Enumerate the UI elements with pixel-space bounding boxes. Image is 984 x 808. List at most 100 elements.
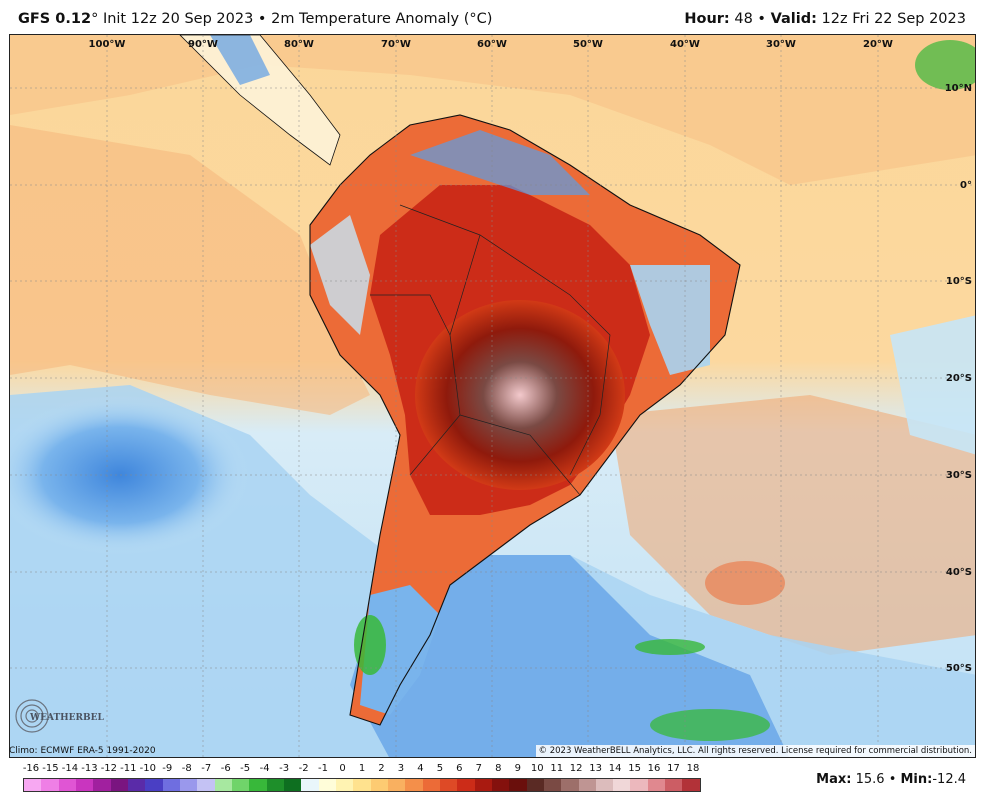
south-america-coastline <box>309 114 741 726</box>
legend-label: 14 <box>608 763 622 774</box>
patagonia-cool-land <box>360 585 440 715</box>
legend-label: -12 <box>100 763 118 774</box>
lon-label-60w: 60°W <box>477 39 507 50</box>
legend-swatch <box>283 779 302 791</box>
northern-cool-land <box>410 130 590 195</box>
legend-swatch <box>509 779 527 791</box>
legend-swatch <box>543 779 562 791</box>
legend-swatch <box>387 779 406 791</box>
legend-swatch <box>179 779 198 791</box>
temperature-anomaly-map: 100°W 90°W 80°W 70°W 60°W 50°W 40°W 30°W… <box>9 34 976 758</box>
legend-swatch <box>231 779 250 791</box>
lat-label-30s: 30°S <box>946 470 972 481</box>
legend-label: 7 <box>475 763 482 774</box>
model-degree-mark: ° <box>91 11 99 27</box>
legend-label: -13 <box>81 763 98 774</box>
header-bar: GFS 0.12° Init 12z 20 Sep 2023 • 2m Temp… <box>0 0 984 34</box>
legend-swatch <box>75 779 94 791</box>
graticule <box>10 35 975 757</box>
legend-swatch <box>93 779 111 791</box>
valid-label: Valid: <box>770 11 817 27</box>
max-value: 15.6 <box>855 772 885 787</box>
valid-separator: • <box>757 11 766 27</box>
legend-label: -8 <box>181 763 192 774</box>
legend-label: -11 <box>120 763 137 774</box>
legend-label: -16 <box>22 763 40 774</box>
init-time: Init 12z 20 Sep 2023 <box>102 11 254 27</box>
legend-label: -2 <box>298 763 309 774</box>
south-cold-spot <box>650 709 770 741</box>
legend-swatch <box>526 779 544 791</box>
legend-swatch <box>266 779 284 791</box>
min-label: Min: <box>900 772 933 787</box>
south-atlantic-warm-ocean <box>610 395 975 655</box>
lon-label-20w: 20°W <box>863 39 893 50</box>
legend-swatch <box>145 779 163 791</box>
legend-swatch <box>578 779 596 791</box>
land-extreme-heat <box>415 300 625 490</box>
legend-label: -14 <box>61 763 79 774</box>
title-separator: • <box>257 11 267 27</box>
legend-label: 8 <box>495 763 502 774</box>
pacific-cold-swirl <box>10 395 250 555</box>
legend-label: -6 <box>220 763 231 774</box>
legend-label: 5 <box>436 763 444 774</box>
atlantic-warm-spot <box>705 561 785 605</box>
atlantic-cold-spot <box>635 639 705 655</box>
central-america-land <box>180 35 340 165</box>
max-label: Max: <box>816 772 852 787</box>
legend-swatch <box>197 779 215 791</box>
lon-label-90w: 90°W <box>188 39 218 50</box>
weatherbell-logo: WEATHERBELL <box>15 699 104 733</box>
legend-swatch <box>457 779 475 791</box>
legend-swatch <box>630 779 648 791</box>
legend-swatch <box>474 779 492 791</box>
min-value: -12.4 <box>932 772 966 787</box>
legend-label: 1 <box>358 763 366 774</box>
pacific-warm-ocean <box>10 125 370 415</box>
legend-label: 9 <box>514 763 521 774</box>
legend-label: 2 <box>378 763 385 774</box>
legend-swatch <box>613 779 631 791</box>
legend-label: 3 <box>397 763 405 774</box>
lat-label-10n: 10°N <box>945 83 972 94</box>
field-name: 2m Temperature Anomaly (°C) <box>271 11 493 27</box>
lon-label-70w: 70°W <box>381 39 411 50</box>
legend-swatch <box>647 779 666 791</box>
legend-label: 15 <box>628 763 641 774</box>
lon-label-30w: 30°W <box>766 39 796 50</box>
legend-swatch <box>127 779 146 791</box>
north-warm-ocean <box>10 35 975 185</box>
legend-label: 18 <box>686 763 700 774</box>
lon-label-40w: 40°W <box>670 39 700 50</box>
legend-swatch <box>491 779 510 791</box>
lon-label-50w: 50°W <box>573 39 603 50</box>
legend-label: 10 <box>530 763 544 774</box>
legend-swatch <box>24 779 42 791</box>
lon-label-80w: 80°W <box>284 39 314 50</box>
legend-label: -10 <box>139 763 156 774</box>
map-title: GFS 0.12° Init 12z 20 Sep 2023 • 2m Temp… <box>18 11 492 27</box>
valid-value: 12z Fri 22 Sep 2023 <box>821 11 966 27</box>
legend-label: 11 <box>550 763 564 774</box>
climo-credit: Climo: ECMWF ERA-5 1991-2020 <box>9 746 156 756</box>
lat-label-20s: 20°S <box>946 373 972 384</box>
southern-cold-ocean <box>350 555 790 757</box>
weatherbell-logo-text: WEATHERBELL <box>29 713 104 723</box>
legend-label: 4 <box>417 763 424 774</box>
legend-labels: -16 -15 -14 -13 -12 -11 -10 -9 -8 -7 -6 -5 -4 -3 -2 -1 0… <box>23 763 701 777</box>
legend-color-bar <box>23 778 701 792</box>
legend-swatch <box>214 779 232 791</box>
legend-label: -1 <box>318 763 329 774</box>
legend-swatch <box>439 779 458 791</box>
legend-label: -3 <box>279 763 290 774</box>
lat-label-0: 0° <box>960 180 972 191</box>
legend-swatch <box>318 779 336 791</box>
legend-swatch <box>405 779 423 791</box>
copyright-credit: © 2023 WeatherBELL Analytics, LLC. All r… <box>535 745 975 757</box>
valid-time-info: Hour: 48 • Valid: 12z Fri 22 Sep 2023 <box>684 11 966 27</box>
central-america-cool <box>210 35 270 85</box>
legend-swatch <box>162 779 180 791</box>
legend-label: 13 <box>589 763 603 774</box>
legend-label: 6 <box>456 763 463 774</box>
